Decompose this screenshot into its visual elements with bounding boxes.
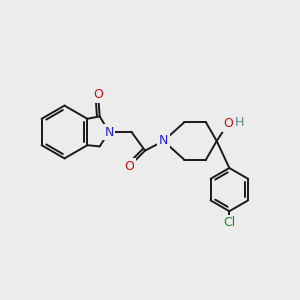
Text: O: O [223,117,233,130]
Text: H: H [235,116,244,129]
Text: N: N [159,134,168,148]
Text: Cl: Cl [223,216,236,229]
Text: N: N [104,125,114,139]
Text: O: O [124,160,134,173]
Text: O: O [93,88,103,101]
